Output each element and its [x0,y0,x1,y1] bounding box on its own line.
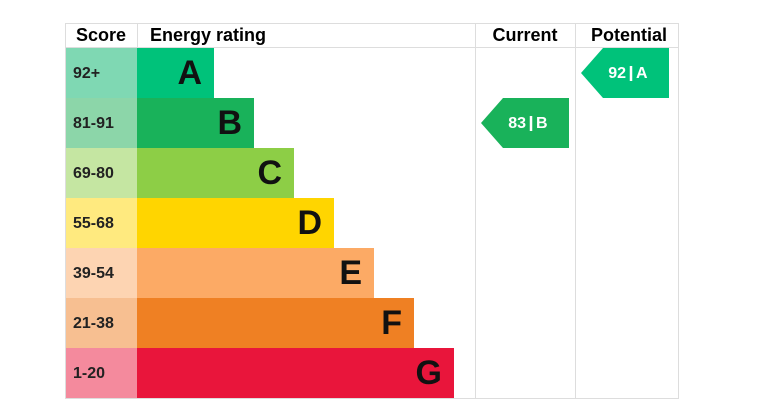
rating-letter: C [257,154,282,192]
current-arrow [481,98,569,148]
rating-bar [137,198,334,248]
score-range: 69-80 [73,165,114,182]
potential-rating: A [636,65,648,82]
score-cell [66,298,137,348]
rating-letter: B [217,104,242,142]
header-score: Score [76,25,126,45]
rating-bar [137,348,454,398]
potential-score: 92 [608,65,626,82]
score-range: 1-20 [73,365,105,382]
rating-letter: A [177,54,202,92]
rating-bar [137,248,374,298]
score-cell [66,148,137,198]
score-range: 21-38 [73,315,114,332]
score-range: 39-54 [73,265,114,282]
score-cell [66,348,137,398]
score-cell [66,48,137,98]
score-range: 92+ [73,65,100,82]
rating-letter: E [339,254,362,292]
rating-bar [137,148,294,198]
rating-letter: G [416,354,442,392]
current-rating: B [536,115,548,132]
header-rating: Energy rating [150,25,266,45]
score-cell [66,248,137,298]
rating-letter: D [297,204,322,242]
rating-bar [137,98,254,148]
score-range: 55-68 [73,215,114,232]
rating-bar [137,48,214,98]
score-cell [66,98,137,148]
score-cell [66,198,137,248]
rating-letter: F [381,304,402,342]
potential-arrow [581,48,669,98]
current-score: 83 [508,115,526,132]
header-current: Current [492,25,557,45]
header-potential: Potential [591,25,667,45]
rating-bar [137,298,414,348]
score-range: 81-91 [73,115,114,132]
